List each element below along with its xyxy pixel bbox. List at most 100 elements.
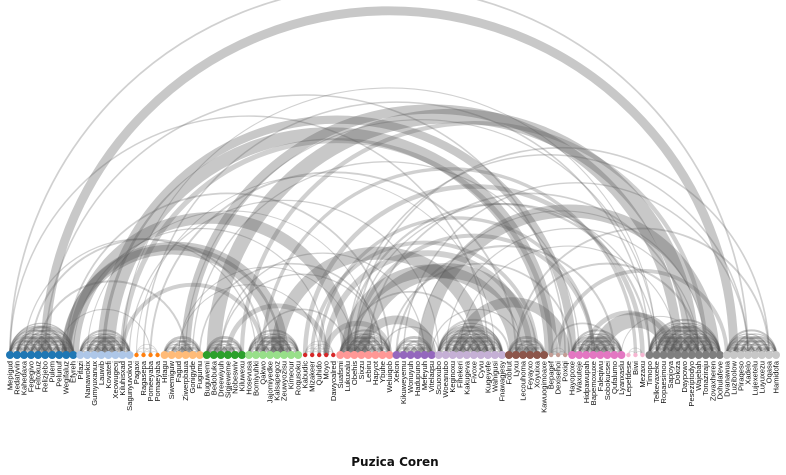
node-circle[interactable] [659, 351, 668, 359]
node-circle[interactable] [694, 351, 703, 359]
node-circle[interactable] [582, 351, 591, 359]
node-circle[interactable] [97, 351, 106, 359]
node-circle[interactable] [34, 351, 43, 359]
node-circle[interactable] [715, 351, 724, 359]
node-circle[interactable] [533, 351, 542, 359]
node-circle[interactable] [399, 351, 408, 359]
node-circle[interactable] [455, 351, 464, 359]
node-circle[interactable] [392, 351, 401, 359]
node-circle[interactable] [111, 351, 120, 359]
node-circle[interactable] [141, 352, 146, 358]
node-circle[interactable] [687, 351, 696, 359]
node-circle[interactable] [562, 352, 568, 358]
node-circle[interactable] [764, 351, 773, 359]
node-circle[interactable] [167, 351, 176, 359]
node-circle[interactable] [357, 351, 366, 359]
node-circle[interactable] [251, 351, 260, 359]
node-circle[interactable] [324, 352, 329, 358]
node-circle[interactable] [90, 351, 99, 359]
node-circle[interactable] [406, 351, 415, 359]
node-circle[interactable] [511, 351, 520, 359]
node-circle[interactable] [589, 351, 598, 359]
node-circle[interactable] [302, 352, 308, 358]
node-circle[interactable] [343, 351, 352, 359]
node-circle[interactable] [273, 351, 282, 359]
node-circle[interactable] [76, 351, 85, 359]
node-circle[interactable] [174, 351, 183, 359]
node-circle[interactable] [258, 351, 267, 359]
node-circle[interactable] [69, 351, 78, 359]
node-circle[interactable] [6, 351, 14, 359]
node-circle[interactable] [244, 351, 253, 359]
node-circle[interactable] [48, 351, 57, 359]
node-circle[interactable] [62, 351, 71, 359]
node-circle[interactable] [645, 351, 654, 359]
node-circle[interactable] [476, 351, 485, 359]
node-circle[interactable] [385, 351, 394, 359]
node-circle[interactable] [364, 351, 373, 359]
node-circle[interactable] [148, 352, 153, 358]
node-circle[interactable] [596, 351, 605, 359]
node-circle[interactable] [223, 351, 232, 359]
node-circle[interactable] [266, 351, 275, 359]
node-circle[interactable] [195, 351, 204, 359]
node-circle[interactable] [378, 351, 387, 359]
node-circle[interactable] [104, 351, 113, 359]
node-circle[interactable] [736, 351, 745, 359]
node-circle[interactable] [202, 351, 211, 359]
node-circle[interactable] [13, 351, 22, 359]
node-circle[interactable] [125, 351, 134, 359]
node-circle[interactable] [420, 351, 429, 359]
node-circle[interactable] [118, 351, 127, 359]
node-circle[interactable] [230, 351, 239, 359]
node-circle[interactable] [680, 351, 689, 359]
node-circle[interactable] [83, 351, 92, 359]
node-circle[interactable] [350, 351, 359, 359]
node-circle[interactable] [617, 351, 626, 359]
node-circle[interactable] [209, 351, 218, 359]
node-circle[interactable] [483, 351, 492, 359]
node-circle[interactable] [237, 351, 246, 359]
node-circle[interactable] [673, 351, 682, 359]
node-circle[interactable] [504, 351, 513, 359]
node-circle[interactable] [666, 351, 675, 359]
node-circle[interactable] [772, 351, 780, 359]
node-circle[interactable] [413, 351, 422, 359]
node-circle[interactable] [497, 351, 506, 359]
node-circle[interactable] [216, 351, 225, 359]
node-circle[interactable] [555, 352, 561, 358]
node-circle[interactable] [55, 351, 64, 359]
node-circle[interactable] [188, 351, 197, 359]
node-circle[interactable] [526, 351, 535, 359]
node-circle[interactable] [610, 351, 619, 359]
node-circle[interactable] [336, 351, 345, 359]
node-circle[interactable] [701, 351, 710, 359]
node-circle[interactable] [20, 351, 29, 359]
node-circle[interactable] [317, 352, 322, 358]
node-circle[interactable] [652, 351, 661, 359]
node-circle[interactable] [640, 352, 645, 358]
node-circle[interactable] [462, 351, 471, 359]
node-circle[interactable] [708, 351, 717, 359]
node-circle[interactable] [568, 351, 577, 359]
node-circle[interactable] [722, 351, 731, 359]
node-circle[interactable] [134, 352, 139, 358]
node-circle[interactable] [371, 351, 380, 359]
node-circle[interactable] [729, 351, 738, 359]
node-circle[interactable] [287, 351, 296, 359]
node-circle[interactable] [603, 351, 612, 359]
node-circle[interactable] [427, 351, 436, 359]
node-circle[interactable] [757, 351, 766, 359]
node-circle[interactable] [548, 352, 554, 358]
node-circle[interactable] [41, 351, 50, 359]
node-circle[interactable] [633, 352, 638, 358]
node-circle[interactable] [519, 351, 528, 359]
node-circle[interactable] [743, 351, 752, 359]
node-circle[interactable] [27, 351, 36, 359]
node-circle[interactable] [309, 352, 315, 358]
node-circle[interactable] [155, 352, 160, 358]
node-circle[interactable] [490, 351, 499, 359]
node-circle[interactable] [575, 351, 584, 359]
node-circle[interactable] [434, 351, 443, 359]
node-circle[interactable] [540, 351, 549, 359]
